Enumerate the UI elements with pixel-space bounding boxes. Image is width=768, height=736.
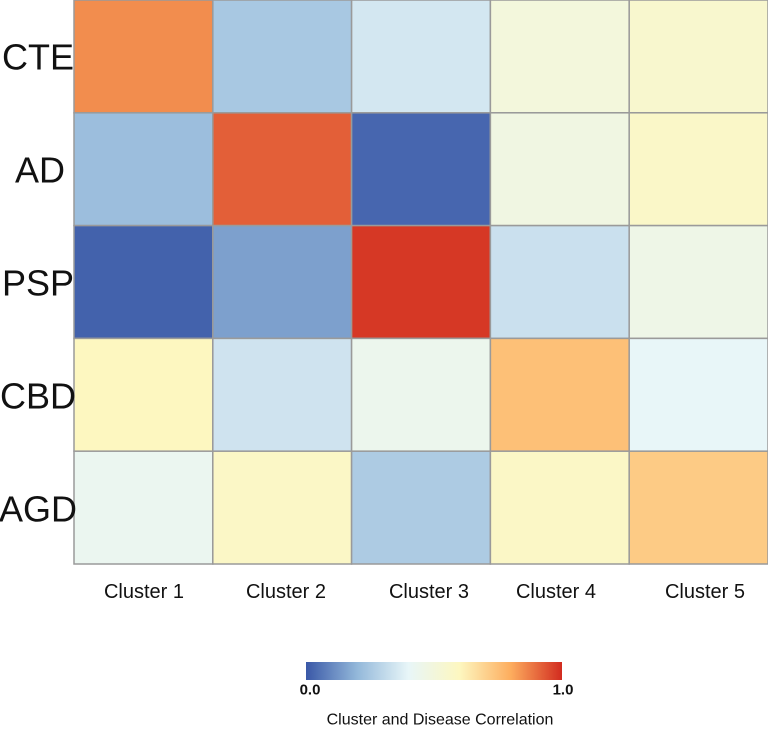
column-label-cluster-1: Cluster 1	[104, 581, 184, 603]
heatmap-cell-agd-cluster-2	[212, 450, 353, 565]
color-scale-title: Cluster and Disease Correlation	[327, 712, 554, 729]
column-label-cluster-2: Cluster 2	[246, 581, 326, 603]
heatmap-cell-ad-cluster-2	[212, 112, 353, 227]
heatmap-cell-cbd-cluster-5	[628, 337, 768, 452]
heatmap-cell-psp-cluster-1	[73, 224, 214, 340]
heatmap-cell-psp-cluster-4	[489, 224, 630, 340]
color-scale-legend: 0.0 1.0 Cluster and Disease Correlation	[300, 662, 574, 729]
row-label-psp: PSP	[2, 263, 74, 304]
row-label-ad: AD	[15, 150, 65, 191]
heatmap-cell-cbd-cluster-4	[489, 337, 630, 452]
heatmap-cell-cte-cluster-2	[212, 0, 353, 114]
heatmap-cell-ad-cluster-4	[489, 112, 630, 227]
row-label-cte: CTE	[2, 37, 74, 78]
heatmap-cell-cbd-cluster-1	[73, 337, 214, 452]
heatmap-cell-cte-cluster-5	[628, 0, 768, 114]
color-scale-bar	[306, 662, 562, 680]
row-labels: CTE AD PSP CBD AGD	[0, 37, 77, 530]
heatmap-cell-cte-cluster-3	[350, 0, 492, 114]
heatmap-cell-cte-cluster-1	[73, 0, 214, 114]
heatmap-cell-ad-cluster-5	[628, 112, 768, 227]
row-label-agd: AGD	[0, 489, 77, 530]
heatmap-cell-cbd-cluster-3	[350, 337, 492, 452]
column-label-cluster-4: Cluster 4	[516, 581, 596, 603]
heatmap-cell-cbd-cluster-2	[212, 337, 353, 452]
column-labels: Cluster 1 Cluster 2 Cluster 3 Cluster 4 …	[104, 581, 745, 603]
heatmap-cell-psp-cluster-2	[212, 224, 353, 340]
heatmap-cell-agd-cluster-3	[350, 450, 492, 565]
heatmap-cell-ad-cluster-3	[350, 112, 492, 227]
column-label-cluster-5: Cluster 5	[665, 581, 745, 603]
heatmap-cell-ad-cluster-1	[73, 112, 214, 227]
color-scale-min-label: 0.0	[300, 682, 321, 699]
heatmap-cell-cte-cluster-4	[489, 0, 630, 114]
heatmap-cell-agd-cluster-1	[73, 450, 214, 565]
heatmap-cell-agd-cluster-4	[489, 450, 630, 565]
heatmap-cell-psp-cluster-5	[628, 224, 768, 340]
color-scale-max-label: 1.0	[553, 682, 574, 699]
heatmap-cells	[73, 0, 768, 565]
row-label-cbd: CBD	[0, 376, 76, 417]
heatmap-cell-psp-cluster-3	[350, 224, 492, 340]
heatmap-cell-agd-cluster-5	[628, 450, 768, 565]
column-label-cluster-3: Cluster 3	[389, 581, 469, 603]
